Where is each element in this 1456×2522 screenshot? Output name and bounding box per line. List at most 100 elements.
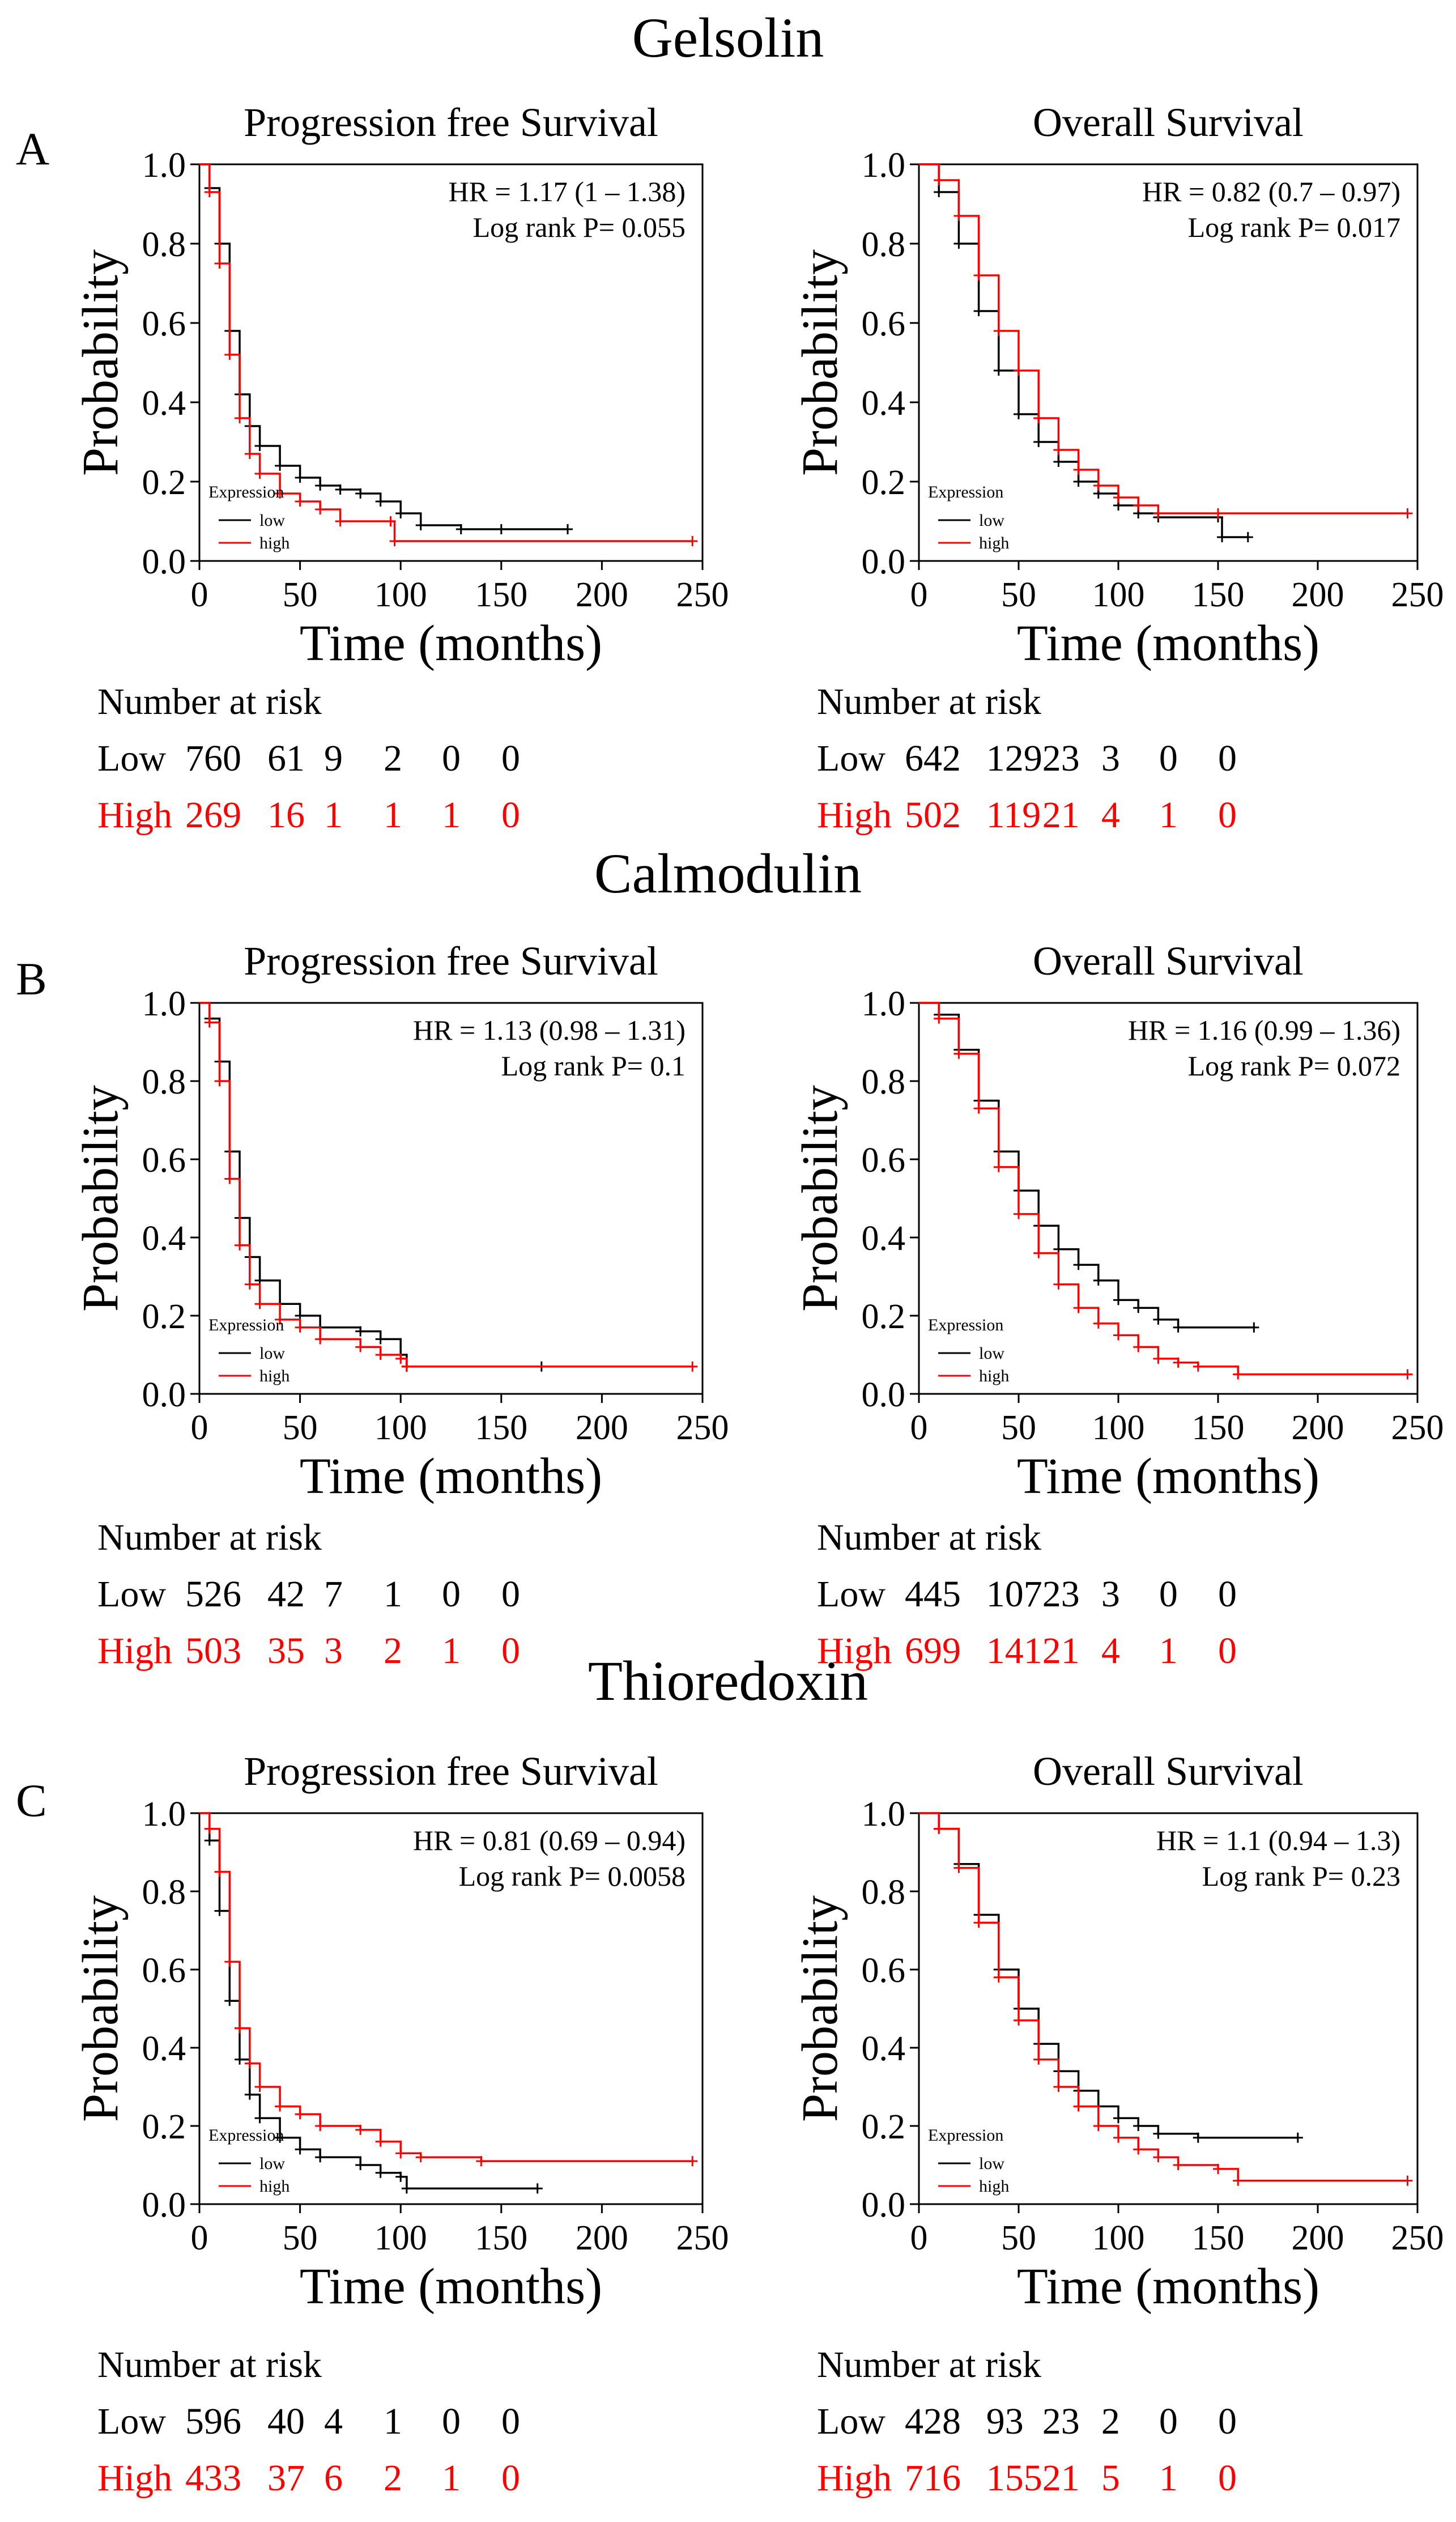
- censor-mark: [1113, 2113, 1123, 2124]
- censor-mark: [244, 2058, 255, 2069]
- censor-mark: [934, 175, 944, 185]
- legend-high-label: high: [979, 534, 1009, 552]
- censor-mark: [295, 1322, 305, 1333]
- censor-mark: [1173, 2160, 1183, 2170]
- censor-mark: [973, 270, 984, 280]
- y-tick-label: 0.4: [142, 1219, 186, 1258]
- legend-high-label: high: [259, 534, 290, 552]
- censor-mark: [1217, 532, 1228, 542]
- legend-title: Expression: [208, 483, 284, 501]
- risk-high-value: 716: [905, 2457, 961, 2499]
- censor-mark: [953, 1862, 964, 1873]
- censor-mark: [375, 1334, 386, 1345]
- censor-mark: [395, 508, 406, 518]
- censor-mark: [1133, 1342, 1144, 1353]
- risk-low-value: 2: [1101, 2401, 1120, 2442]
- risk-low-value: 428: [905, 2401, 961, 2442]
- x-tick-label: 200: [1292, 1409, 1344, 1447]
- risk-high-value: 0: [1218, 794, 1237, 836]
- plot-frame: [918, 163, 1419, 562]
- risk-low-value: 0: [1159, 1573, 1178, 1615]
- logrank-annotation: Log rank P= 0.0058: [459, 1860, 686, 1892]
- censor-mark: [1093, 2121, 1104, 2131]
- censor-mark: [1242, 532, 1253, 542]
- censor-mark: [1014, 1209, 1024, 1219]
- plot-frame: [198, 1002, 704, 1395]
- risk-row-low: Low 596 40 4 1 0 0: [97, 2401, 520, 2442]
- censor-mark: [1014, 409, 1024, 419]
- risk-high-value: 3: [324, 1630, 343, 1672]
- plot-frame: [918, 1002, 1419, 1395]
- censor-mark: [204, 1017, 215, 1028]
- risk-high-value: 433: [185, 2457, 241, 2499]
- risk-row-low: Low 445 107 23 3 0 0: [817, 1573, 1237, 1615]
- censor-mark: [355, 2124, 366, 2135]
- risk-high-label: High: [97, 794, 172, 836]
- censor-mark: [973, 1103, 984, 1114]
- censor-mark: [687, 536, 698, 546]
- logrank-annotation: Log rank P= 0.23: [1202, 1860, 1400, 1892]
- legend-high-label: high: [259, 2177, 290, 2196]
- censor-mark: [254, 2082, 265, 2092]
- x-tick-label: 250: [676, 2219, 729, 2257]
- censor-mark: [295, 496, 305, 507]
- legend-low-label: low: [259, 2154, 285, 2173]
- censor-mark: [1249, 1322, 1259, 1333]
- censor-mark: [1292, 2132, 1303, 2143]
- risk-low-value: 642: [905, 738, 961, 779]
- risk-low-value: 760: [185, 738, 241, 779]
- censor-mark: [395, 2171, 406, 2182]
- x-tick-label: 50: [283, 1409, 318, 1447]
- x-tick-label: 0: [191, 1409, 208, 1447]
- x-tick-label: 250: [1391, 2219, 1444, 2257]
- hr-annotation: HR = 0.81 (0.69 – 0.94): [413, 1824, 686, 1856]
- y-tick-label: 0.2: [142, 2108, 186, 2146]
- risk-header: Number at risk: [817, 681, 1041, 722]
- censor-mark: [244, 449, 255, 459]
- risk-low-value: 42: [267, 1573, 305, 1615]
- censor-mark: [1093, 1318, 1104, 1329]
- risk-low-value: 4: [324, 2401, 343, 2442]
- risk-low-value: 23: [1042, 2401, 1080, 2442]
- survival-curve-low: [199, 1002, 542, 1368]
- censor-mark: [214, 1866, 225, 1877]
- censor-mark: [244, 2089, 255, 2100]
- x-tick-label: 250: [1391, 1409, 1444, 1447]
- hr-annotation: HR = 1.16 (0.99 – 1.36): [1128, 1014, 1400, 1046]
- risk-row-high: High 269 16 1 1 1 0: [97, 794, 520, 836]
- y-tick-label: 0.8: [142, 1063, 186, 1101]
- x-tick-label: 100: [1092, 576, 1145, 614]
- censor-mark: [214, 1906, 225, 1916]
- censor-mark: [953, 1048, 964, 1059]
- censor-mark: [395, 2148, 406, 2159]
- risk-high-value: 1: [324, 794, 343, 836]
- censor-mark: [224, 1173, 235, 1184]
- censor-mark: [1014, 365, 1024, 376]
- censor-mark: [335, 484, 346, 495]
- x-tick-label: 150: [1192, 1409, 1245, 1447]
- censor-mark: [1113, 1330, 1123, 1341]
- censor-mark: [1033, 2054, 1044, 2065]
- y-tick-label: 0.0: [862, 1376, 906, 1414]
- censor-mark: [254, 469, 265, 479]
- risk-high-value: 0: [501, 1630, 520, 1672]
- x-tick-label: 200: [1292, 2219, 1344, 2257]
- legend-low-label: low: [259, 511, 285, 530]
- censor-mark: [355, 1326, 366, 1337]
- risk-low-value: 0: [1218, 738, 1237, 779]
- censor-mark: [1033, 413, 1044, 423]
- risk-low-value: 107: [986, 1573, 1042, 1615]
- censor-mark: [385, 516, 396, 526]
- risk-high-value: 4: [1101, 1630, 1120, 1672]
- censor-mark: [224, 1957, 235, 1967]
- x-axis-label: Time (months): [300, 2259, 602, 2315]
- risk-high-value: 502: [905, 794, 961, 836]
- censor-mark: [1173, 1357, 1183, 1368]
- hr-annotation: HR = 0.82 (0.7 – 0.97): [1142, 176, 1400, 207]
- risk-low-value: 0: [1218, 2401, 1237, 2442]
- censor-mark: [1193, 2132, 1203, 2143]
- hr-annotation: HR = 1.17 (1 – 1.38): [449, 176, 686, 207]
- risk-high-value: 37: [267, 2457, 305, 2499]
- censor-marks-high: [934, 1013, 1413, 1380]
